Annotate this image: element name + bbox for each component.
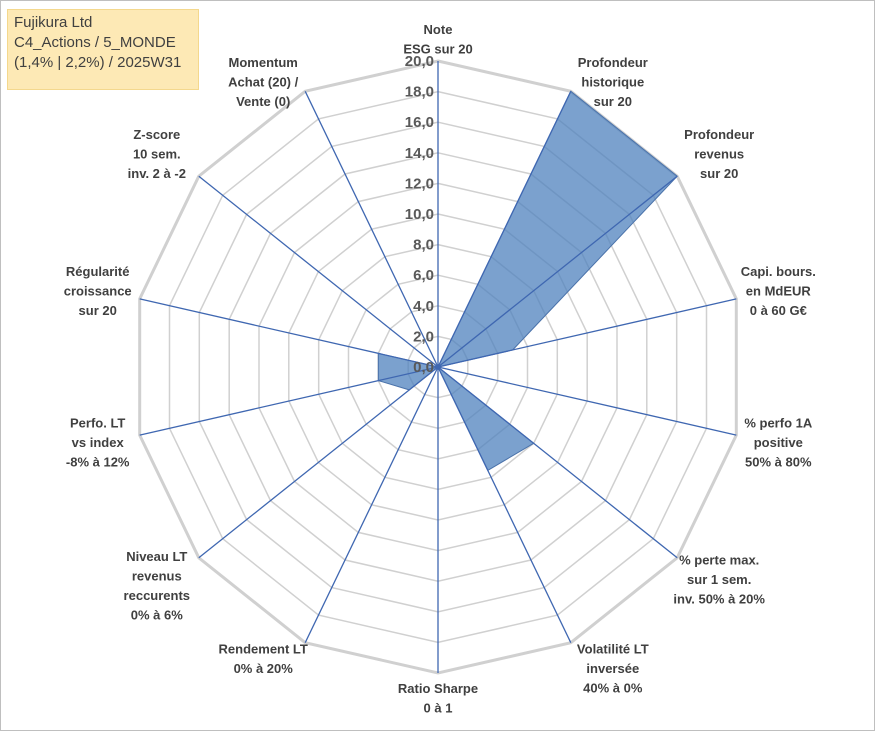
axis-label-line: 10 sem. [133,147,181,162]
tick-label: 18,0 [405,84,434,101]
axis-label-line: 40% à 0% [583,681,643,696]
tick-label: 2,0 [413,328,434,345]
axis-spoke [437,91,572,368]
axis-label-line: sur 20 [79,303,117,318]
axis-label: Profondeur revenus sur 20 [684,127,754,181]
tick-label: 4,0 [413,298,434,315]
axis-label: Capi. bours. en MdEUR 0 à 60 G€ [741,264,816,318]
axis-label-line: 50% à 80% [745,455,812,470]
tick-label: 20,0 [405,53,434,70]
axis-label-line: sur 20 [700,166,738,181]
axis-label-line: revenus [694,147,744,162]
axis-label: Perfo. LT vs index -8% à 12% [66,416,130,470]
axis-label-line: Momentum [229,55,298,70]
axis-label-line: positive [754,435,803,450]
axis-spoke [437,366,737,436]
tick-label: 14,0 [405,145,434,162]
axis-spoke [437,366,678,559]
axis-label-line: Régularité [66,264,130,279]
axis-spoke [198,175,439,368]
axis-label: Ratio Sharpe 0 à 1 [398,681,478,716]
axis-spoke [304,91,439,368]
axis-label-line: Profondeur [578,55,648,70]
axis-label-line: Rendement LT [219,642,308,657]
axis-label-line: Z-score [133,127,180,142]
axis-label-line: % perte max. [679,553,759,568]
axis-label-line: inv. 50% à 20% [673,592,765,607]
axis-label-line: Vente (0) [236,94,290,109]
axis-label: Z-score 10 sem. inv. 2 à -2 [128,127,186,181]
axis-label: Rendement LT 0% à 20% [219,642,308,677]
tick-label: 12,0 [405,175,434,192]
tick-label: 6,0 [413,267,434,284]
axis-spoke [139,366,439,436]
axis-label-line: ESG sur 20 [403,42,472,57]
axis-label-line: inversée [586,661,639,676]
axis-spoke [437,366,572,643]
axis-label-line: Perfo. LT [70,416,125,431]
axis-label-line: Achat (20) / [228,74,298,89]
tick-label: 10,0 [405,206,434,223]
axis-spoke [304,366,439,643]
axis-label-line: sur 20 [594,94,632,109]
axis-label-line: 0 à 1 [424,701,453,716]
axis-label-line: Profondeur [684,127,754,142]
axis-spoke [437,298,737,368]
axis-label: Note ESG sur 20 [403,22,472,57]
axis-label-line: 0% à 20% [234,661,294,676]
axis-label-line: en MdEUR [746,283,812,298]
tick-label: 8,0 [413,237,434,254]
axis-label: Niveau LT revenus reccurents 0% à 6% [124,549,190,623]
axis-label-line: 0 à 60 G€ [750,303,807,318]
axis-label-line: reccurents [124,588,190,603]
axis-spoke [198,366,439,559]
axis-spoke [437,175,678,368]
axis-label: Profondeur historique sur 20 [578,55,648,109]
axis-label-line: vs index [72,435,125,450]
axis-label: % perfo 1A positive 50% à 80% [744,416,813,470]
axis-label-line: historique [581,74,644,89]
tick-label: 0,0 [413,359,434,376]
title-line-2: C4_Actions / 5_MONDE [14,34,176,51]
axis-label-line: Note [424,22,453,37]
axis-label: Régularité croissance sur 20 [64,264,132,318]
axis-label-line: croissance [64,283,132,298]
axis-label: Momentum Achat (20) / Vente (0) [228,55,298,109]
axis-label-line: revenus [132,568,182,583]
axis-label-line: Niveau LT [126,549,187,564]
axis-label-line: Volatilité LT [577,642,649,657]
title-line-3: (1,4% | 2,2%) / 2025W31 [14,54,182,71]
chart-title-box: Fujikura Ltd C4_Actions / 5_MONDE (1,4% … [7,9,199,90]
axis-label-line: Ratio Sharpe [398,681,478,696]
title-line-1: Fujikura Ltd [14,14,93,31]
axis-label-line: inv. 2 à -2 [128,166,186,181]
data-area [377,90,678,472]
axis-label-line: -8% à 12% [66,455,130,470]
tick-label: 16,0 [405,114,434,131]
axis-label-line: sur 1 sem. [687,572,751,587]
axis-label: % perte max. sur 1 sem. inv. 50% à 20% [673,553,765,607]
axis-label-line: 0% à 6% [131,607,183,622]
axis-label: Volatilité LT inversée 40% à 0% [577,642,649,696]
axis-label-line: Capi. bours. [741,264,816,279]
axis-spoke [139,298,439,368]
axis-label-line: % perfo 1A [744,416,813,431]
